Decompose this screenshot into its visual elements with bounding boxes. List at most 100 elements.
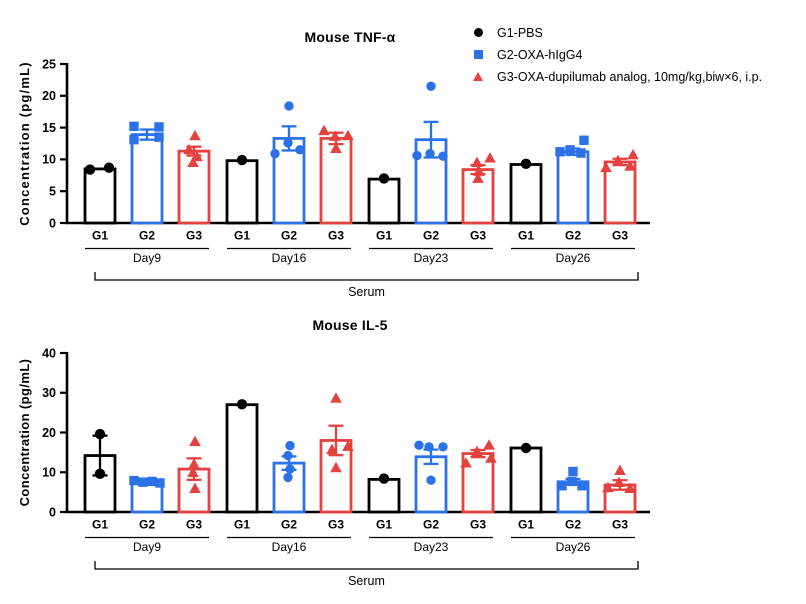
triangle-marker-icon: [473, 72, 483, 81]
square-point-marker: [147, 476, 157, 487]
circle-point-marker: [283, 472, 293, 483]
square-point-marker: [555, 147, 565, 157]
triangle-point-marker: [342, 440, 354, 451]
circle-point-marker: [438, 442, 448, 452]
triangle-point-marker: [600, 161, 612, 173]
legend-item-g1: G1-PBS: [472, 25, 762, 40]
y-axis-title: Concentration (pg/mL): [17, 359, 32, 507]
circle-point-marker: [283, 450, 293, 461]
y-tick-label: 40: [42, 346, 56, 360]
triangle-point-marker: [183, 143, 195, 155]
triangle-point-marker: [483, 439, 495, 450]
group-label-G2: G2: [423, 229, 439, 243]
y-tick-label: 5: [49, 185, 56, 199]
square-point-marker: [565, 145, 575, 155]
legend-label-g3: G3-OXA-dupilumab analog, 10mg/kg,biw×6, …: [497, 69, 763, 84]
bar-Day26-G1: [509, 446, 543, 514]
triangle-point-marker: [326, 443, 338, 454]
y-tick-label: 15: [42, 121, 56, 135]
circle-point-marker: [438, 151, 448, 161]
square-point-marker: [129, 121, 139, 132]
triangle-point-marker: [613, 476, 625, 487]
circle-point-marker: [284, 101, 294, 111]
bar-Day9-G3: [177, 149, 211, 225]
square-point-marker: [129, 475, 139, 486]
circle-point-marker: [520, 158, 532, 170]
day-label: Day9: [133, 540, 161, 554]
square-point-marker: [567, 476, 577, 487]
circle-point-marker: [84, 164, 96, 175]
circle-point-marker: [295, 145, 305, 155]
group-label-G1: G1: [92, 229, 108, 243]
triangle-point-marker: [471, 156, 483, 167]
group-label-G3: G3: [328, 229, 344, 243]
circle-point-marker: [378, 173, 390, 184]
day-label: Day26: [556, 540, 591, 554]
group-label-G3: G3: [186, 518, 202, 532]
serum-label: Serum: [348, 574, 385, 588]
bar-Day16-G1: [225, 403, 259, 514]
group-label-G3: G3: [186, 229, 202, 243]
group-label-G1: G1: [92, 518, 108, 532]
group-label-G3: G3: [612, 518, 628, 532]
group-label-G1: G1: [518, 229, 534, 243]
legend-label-g1: G1-PBS: [497, 25, 543, 40]
day-label: Day23: [414, 251, 449, 265]
group-label-G2: G2: [565, 518, 581, 532]
triangle-point-marker: [189, 435, 201, 447]
group-label-G2: G2: [281, 229, 297, 243]
triangle-point-marker: [187, 156, 199, 167]
circle-point-marker: [424, 442, 434, 452]
il5-title: Mouse IL-5: [312, 317, 388, 333]
y-tick-label: 10: [42, 466, 56, 480]
y-tick-label: 20: [42, 89, 56, 103]
serum-bracket: [94, 272, 639, 281]
square-point-marker: [129, 134, 139, 145]
triangle-point-marker: [485, 452, 497, 463]
triangle-point-marker: [627, 148, 639, 160]
bar-Day16-G1: [225, 159, 259, 225]
circle-point-marker: [414, 440, 424, 450]
bar-Day23-G1: [367, 177, 401, 225]
circle-point-marker: [285, 464, 295, 474]
legend: G1-PBS G2-OXA-hIgG4 G3-OXA-dupilumab ana…: [472, 25, 762, 84]
square-point-marker: [568, 466, 578, 477]
triangle-point-marker: [189, 129, 201, 141]
bar-Day9-G2: [130, 481, 164, 514]
circle-point-marker: [103, 162, 115, 173]
legend-marker-box: [472, 28, 484, 37]
triangle-point-marker: [624, 160, 636, 171]
triangle-point-marker: [612, 154, 624, 166]
circle-point-marker: [270, 148, 280, 159]
triangle-point-marker: [484, 152, 496, 163]
triangle-point-marker: [330, 142, 342, 153]
bar-Day9-G2: [130, 133, 164, 225]
circle-point-marker: [94, 428, 106, 440]
circle-point-marker: [94, 468, 106, 480]
triangle-point-marker: [330, 392, 342, 403]
square-point-marker: [557, 481, 567, 491]
triangle-point-marker: [614, 464, 626, 476]
group-label-G1: G1: [376, 518, 392, 532]
square-point-marker: [577, 481, 587, 491]
group-label-G3: G3: [470, 229, 486, 243]
il5-chart: 0 10 20 30 40 Concentration (pg/mL) G1 G2 G3 Day9…: [17, 346, 650, 588]
legend-item-g3: G3-OXA-dupilumab analog, 10mg/kg,biw×6, …: [472, 69, 762, 84]
triangle-point-marker: [473, 165, 485, 176]
group-label-G3: G3: [470, 518, 486, 532]
triangle-point-marker: [624, 482, 636, 493]
tnf-alpha-title: Mouse TNF-α: [304, 29, 396, 45]
serum-bracket: [94, 561, 639, 570]
day-label: Day23: [414, 540, 449, 554]
circle-point-marker: [426, 475, 436, 485]
circle-point-marker: [425, 148, 435, 159]
day-label: Day9: [133, 251, 161, 265]
square-point-marker: [579, 135, 589, 146]
day-label: Day16: [272, 540, 307, 554]
square-point-marker: [154, 132, 164, 142]
bar-Day26-G1: [509, 163, 543, 225]
group-label-G1: G1: [518, 518, 534, 532]
circle-point-marker: [426, 81, 436, 91]
group-label-G1: G1: [234, 518, 250, 532]
